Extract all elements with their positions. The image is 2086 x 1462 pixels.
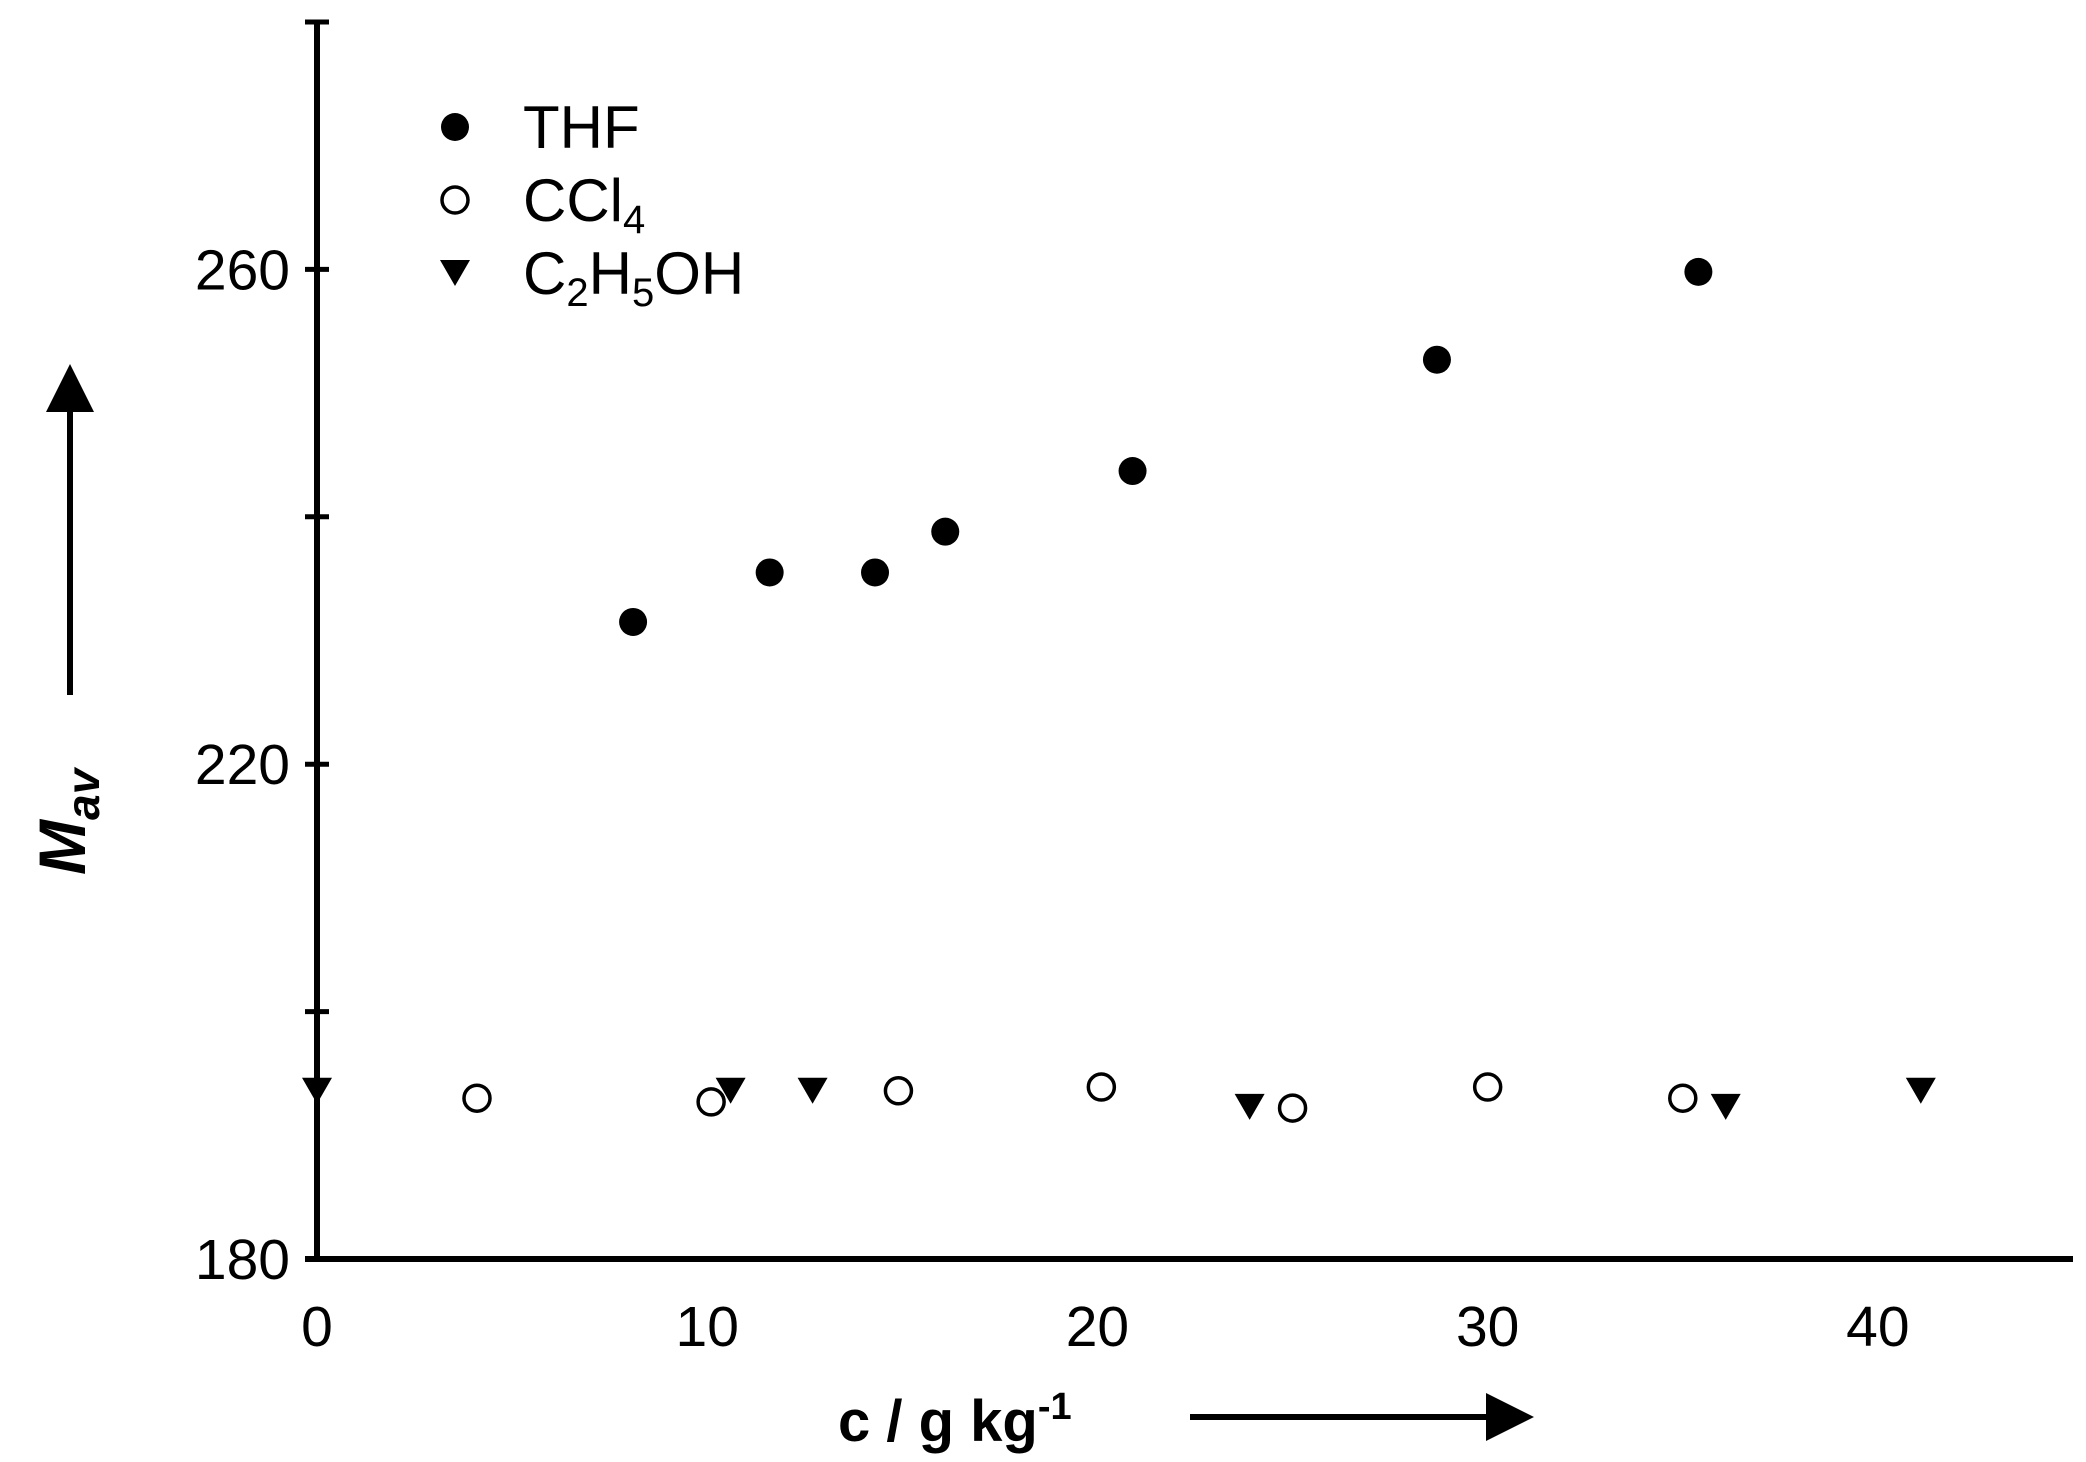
x-tick-label: 30 bbox=[1456, 1295, 1519, 1359]
data-point-1 bbox=[755, 558, 784, 587]
data-point-2 bbox=[1277, 1093, 1308, 1123]
data-point-2 bbox=[462, 1083, 492, 1113]
x-axis-title: c / g kg-1 bbox=[838, 1386, 1072, 1454]
legend-label-1: THF bbox=[523, 94, 640, 161]
data-point-2 bbox=[1472, 1072, 1503, 1102]
data-point-1 bbox=[1684, 257, 1713, 286]
data-point-3 bbox=[715, 1077, 746, 1104]
legend-marker-1 bbox=[441, 113, 469, 141]
legend-label-part: CCl bbox=[523, 167, 623, 234]
x-tick-label: 20 bbox=[1066, 1295, 1129, 1359]
legend-label-2: CCl4 bbox=[523, 167, 645, 242]
data-points bbox=[302, 257, 1936, 1123]
legend-label-3: C2H5OH bbox=[523, 240, 744, 315]
legend-label-part: 2 bbox=[566, 271, 588, 315]
data-point-1 bbox=[1422, 345, 1451, 374]
data-point-3 bbox=[1710, 1093, 1741, 1120]
legend-label-part: C bbox=[523, 240, 566, 307]
y-axis-title-main: M bbox=[25, 818, 99, 875]
x-tick-label: 10 bbox=[676, 1295, 739, 1359]
data-point-1 bbox=[931, 517, 960, 546]
data-point-2 bbox=[1086, 1072, 1117, 1102]
y-tick-label: 220 bbox=[195, 733, 290, 797]
data-point-1 bbox=[1118, 457, 1147, 486]
data-point-3 bbox=[1234, 1093, 1265, 1120]
data-point-2 bbox=[696, 1087, 726, 1117]
data-point-2 bbox=[883, 1076, 914, 1106]
legend-marker-2 bbox=[440, 185, 470, 215]
y-ticks: 180 220 260 bbox=[195, 19, 329, 1292]
y-tick-label: 260 bbox=[195, 238, 290, 302]
data-point-1 bbox=[619, 607, 648, 636]
legend-label-part: H bbox=[589, 240, 632, 307]
y-tick-label: 180 bbox=[195, 1228, 290, 1292]
y-axis-title-sub: av bbox=[57, 766, 109, 820]
legend-marker-3 bbox=[440, 260, 470, 286]
x-ticks: 0 10 20 30 40 bbox=[301, 1295, 1909, 1359]
data-point-3 bbox=[302, 1077, 332, 1104]
data-point-3 bbox=[797, 1077, 828, 1104]
data-point-3 bbox=[1905, 1077, 1936, 1104]
y-axis-title: Mav bbox=[25, 766, 109, 875]
x-tick-label: 40 bbox=[1846, 1295, 1909, 1359]
data-point-2 bbox=[1668, 1083, 1698, 1113]
legend-label-part: OH bbox=[654, 240, 744, 307]
legend-label-part: 5 bbox=[632, 271, 654, 315]
x-axis-title-sup: -1 bbox=[1038, 1386, 1072, 1428]
data-point-1 bbox=[861, 558, 890, 587]
x-tick-label: 0 bbox=[301, 1295, 333, 1359]
legend-label-part: THF bbox=[523, 94, 640, 161]
x-axis-title-main: c / g kg bbox=[838, 1389, 1038, 1454]
legend-label-part: 4 bbox=[623, 198, 645, 242]
